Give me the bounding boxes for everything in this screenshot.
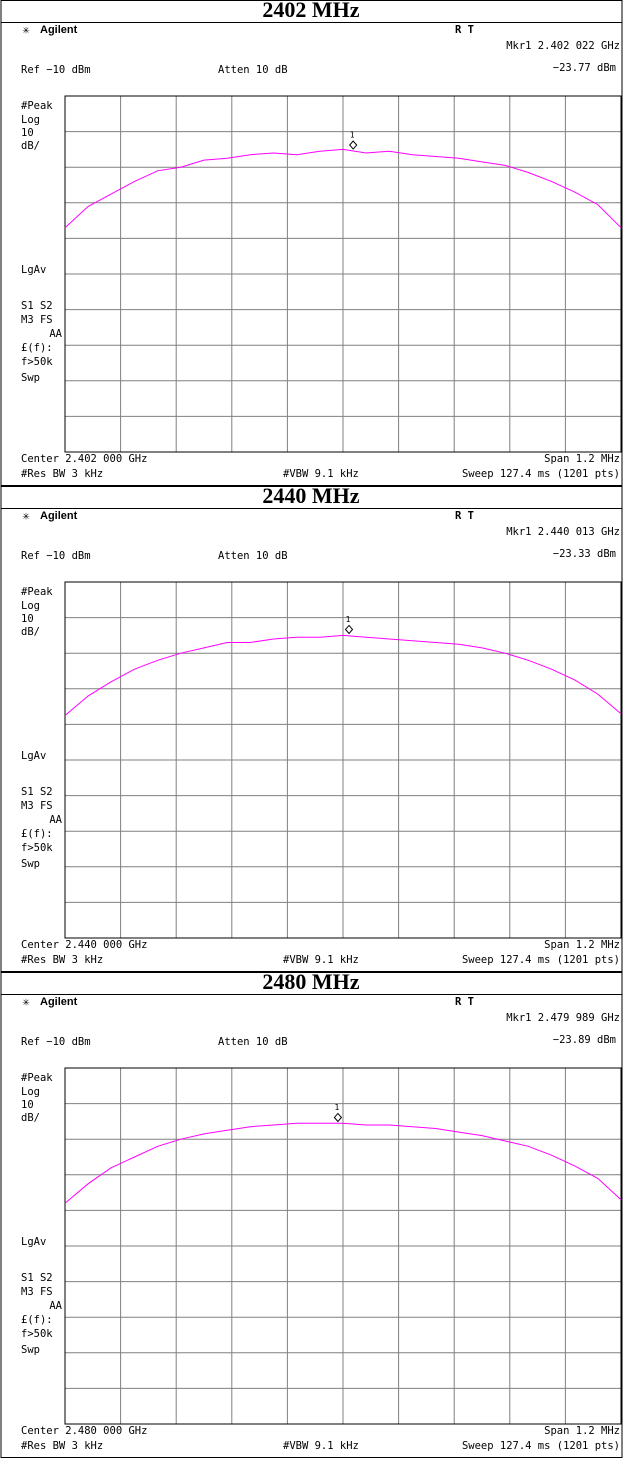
brand: Agilent (40, 996, 78, 1008)
span-label: Span 1.2 MHz (544, 1425, 620, 1437)
marker (344, 624, 354, 635)
side-label: 10 (21, 1099, 34, 1111)
side-label: £(f): (21, 828, 53, 840)
marker-readout: Mkr1 2.479 989 GHz (506, 1012, 620, 1024)
marker-readout: Mkr1 2.402 022 GHz (506, 40, 620, 52)
side-label: AA (49, 814, 62, 826)
side-label: #Peak (21, 100, 53, 112)
marker-label: 1 (350, 131, 355, 140)
side-label: dB/ (21, 140, 40, 152)
plot-frame (64, 1067, 622, 1425)
side-label: f>50k (21, 356, 53, 368)
atten: Atten 10 dB (218, 550, 288, 562)
panel-frame (0, 0, 623, 486)
side-label: #Peak (21, 586, 53, 598)
side-label: Swp (21, 858, 40, 870)
span-label: Span 1.2 MHz (544, 453, 620, 465)
plot-frame (64, 95, 622, 453)
marker-label: 1 (346, 615, 351, 624)
panel-frame (0, 486, 623, 972)
trace (64, 1122, 622, 1204)
side-label: £(f): (21, 342, 53, 354)
rbw-label: #Res BW 3 kHz (21, 468, 103, 480)
brand-icon: ✳ (22, 23, 29, 37)
vbw-label: #VBW 9.1 kHz (283, 954, 359, 966)
ref-level: Ref −10 dBm (21, 1036, 91, 1048)
side-label: M3 FS (21, 1286, 53, 1298)
side-label: Swp (21, 1344, 40, 1356)
sweep-label: Sweep 127.4 ms (1201 pts) (462, 954, 620, 966)
side-label: dB/ (21, 626, 40, 638)
side-label: AA (49, 328, 62, 340)
marker-readout: Mkr1 2.440 013 GHz (506, 526, 620, 538)
status: R T (455, 510, 474, 522)
marker-level: −23.33 dBm (553, 548, 616, 560)
brand: Agilent (40, 24, 78, 36)
atten: Atten 10 dB (218, 1036, 288, 1048)
rbw-label: #Res BW 3 kHz (21, 954, 103, 966)
side-label: Log (21, 1086, 40, 1098)
side-label: M3 FS (21, 800, 53, 812)
brand-icon: ✳ (22, 995, 29, 1009)
panel-frame (0, 972, 623, 1458)
side-label: #Peak (21, 1072, 53, 1084)
status: R T (455, 24, 474, 36)
side-label: dB/ (21, 1112, 40, 1124)
marker (333, 1112, 343, 1123)
brand: Agilent (40, 510, 78, 522)
side-label: Swp (21, 372, 40, 384)
side-label: AA (49, 1300, 62, 1312)
vbw-label: #VBW 9.1 kHz (283, 468, 359, 480)
center-label: Center 2.402 000 GHz (21, 453, 147, 465)
side-label: LgAv (21, 750, 46, 762)
side-label: LgAv (21, 264, 46, 276)
side-label: Log (21, 600, 40, 612)
brand-icon: ✳ (22, 509, 29, 523)
marker-level: −23.77 dBm (553, 62, 616, 74)
span-label: Span 1.2 MHz (544, 939, 620, 951)
trace (64, 148, 622, 229)
atten: Atten 10 dB (218, 64, 288, 76)
side-label: 10 (21, 127, 34, 139)
side-label: f>50k (21, 842, 53, 854)
vbw-label: #VBW 9.1 kHz (283, 1440, 359, 1452)
plot-frame (64, 581, 622, 939)
ref-level: Ref −10 dBm (21, 550, 91, 562)
side-label: S1 S2 (21, 786, 53, 798)
panel-title: 2402 MHz (262, 0, 359, 22)
side-label: M3 FS (21, 314, 53, 326)
sweep-label: Sweep 127.4 ms (1201 pts) (462, 1440, 620, 1452)
center-label: Center 2.480 000 GHz (21, 1425, 147, 1437)
side-label: S1 S2 (21, 300, 53, 312)
side-label: LgAv (21, 1236, 46, 1248)
panel-title: 2440 MHz (262, 483, 359, 508)
side-label: £(f): (21, 1314, 53, 1326)
side-label: S1 S2 (21, 1272, 53, 1284)
center-label: Center 2.440 000 GHz (21, 939, 147, 951)
marker (349, 140, 358, 150)
panel-title: 2480 MHz (262, 969, 359, 994)
status: R T (455, 996, 474, 1008)
side-label: 10 (21, 613, 34, 625)
ref-level: Ref −10 dBm (21, 64, 91, 76)
marker-level: −23.89 dBm (553, 1034, 616, 1046)
rbw-label: #Res BW 3 kHz (21, 1440, 103, 1452)
side-label: f>50k (21, 1328, 53, 1340)
trace (64, 634, 622, 716)
marker-label: 1 (334, 1103, 339, 1112)
sweep-label: Sweep 127.4 ms (1201 pts) (462, 468, 620, 480)
side-label: Log (21, 114, 40, 126)
